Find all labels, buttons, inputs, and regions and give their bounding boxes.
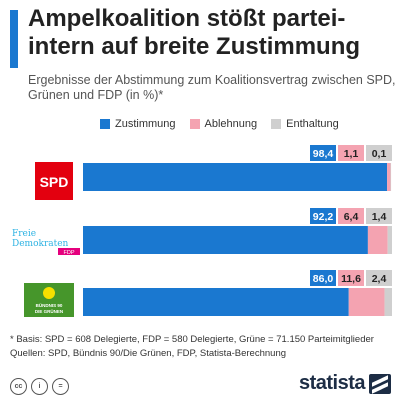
value-label-fdp-ablehnung: 6,4 bbox=[344, 211, 359, 223]
chart-subtitle: Ergebnisse der Abstimmung zum Koalitions… bbox=[28, 73, 396, 102]
value-label-fdp-zustimmung: 92,2 bbox=[313, 211, 334, 223]
bar-gruene-ablehnung bbox=[348, 288, 385, 316]
title-accent-bar bbox=[10, 10, 18, 68]
no-derivatives-icon[interactable]: = bbox=[52, 378, 69, 395]
value-label-bg-gruene-zustimmung bbox=[310, 270, 336, 286]
fdp-logo-line1: Freie bbox=[12, 229, 36, 239]
value-label-gruene-zustimmung: 86,0 bbox=[313, 273, 334, 285]
gruene-logo: BÜNDNIS 90 DIE GRÜNEN bbox=[24, 283, 74, 317]
value-label-bg-spd-zustimmung bbox=[310, 145, 336, 161]
bar-gruene-zustimmung bbox=[83, 288, 349, 316]
value-label-spd-enthaltung: 0,1 bbox=[372, 148, 387, 160]
legend-item-ablehnung: Ablehnung bbox=[189, 118, 258, 130]
value-label-gruene-ablehnung: 11,6 bbox=[341, 273, 361, 285]
value-label-gruene-enthaltung: 2,4 bbox=[372, 273, 387, 285]
statista-wordmark: statista bbox=[298, 372, 366, 394]
fdp-logo-line3: FDP bbox=[64, 250, 75, 256]
value-label-bg-fdp-enthaltung bbox=[366, 208, 392, 224]
fdp-logo: Freie Demokraten FDP bbox=[12, 229, 80, 256]
attribution-icon[interactable]: i bbox=[31, 378, 48, 395]
sunflower-icon bbox=[43, 287, 55, 299]
legend: Zustimmung Ablehnung Enthaltung bbox=[100, 118, 339, 130]
creative-commons-icon[interactable]: cc bbox=[10, 378, 27, 395]
value-label-bg-gruene-enthaltung bbox=[366, 270, 392, 286]
bar-spd-zustimmung bbox=[83, 163, 388, 191]
legend-swatch-ablehnung bbox=[189, 119, 200, 129]
bar-spd-enthaltung bbox=[390, 163, 392, 191]
bar-fdp-ablehnung bbox=[367, 226, 388, 254]
gruene-logo-line2: DIE GRÜNEN bbox=[35, 308, 63, 314]
bar-fdp-zustimmung bbox=[83, 226, 368, 254]
legend-item-zustimmung: Zustimmung bbox=[100, 118, 176, 130]
stacked-bar-chart: SPD Freie Demokraten FDP BÜNDNIS 90 DIE … bbox=[12, 145, 392, 317]
value-label-bg-gruene-ablehnung bbox=[338, 270, 364, 286]
bar-spd-ablehnung bbox=[387, 163, 391, 191]
legend-label-ablehnung: Ablehnung bbox=[204, 118, 258, 130]
value-label-bg-spd-ablehnung bbox=[338, 145, 364, 161]
fdp-logo-line2: Demokraten bbox=[12, 239, 69, 249]
sources-note: Quellen: SPD, Bündnis 90/Die Grünen, FDP… bbox=[10, 348, 287, 359]
statista-mark-icon bbox=[369, 373, 391, 394]
spd-logo: SPD bbox=[35, 162, 73, 200]
statista-logo[interactable]: statista bbox=[299, 372, 391, 395]
legend-label-zustimmung: Zustimmung bbox=[115, 118, 176, 130]
legend-item-enthaltung: Enthaltung bbox=[271, 118, 339, 130]
license-icons: cc i = bbox=[10, 378, 69, 395]
value-label-fdp-enthaltung: 1,4 bbox=[372, 211, 387, 223]
value-label-bg-spd-enthaltung bbox=[366, 145, 392, 161]
spd-logo-text: SPD bbox=[40, 174, 69, 190]
gruene-logo-line1: BÜNDNIS 90 bbox=[36, 302, 63, 308]
chart-title: Ampelkoalition stößt partei-intern auf b… bbox=[28, 5, 361, 60]
value-label-bg-fdp-ablehnung bbox=[338, 208, 364, 224]
bars-group: 98,4 1,1 0,1 92,2 6,4 1,4 86,0 11,6 2,4 bbox=[83, 145, 392, 316]
value-label-spd-ablehnung: 1,1 bbox=[344, 148, 359, 160]
legend-swatch-zustimmung bbox=[100, 119, 110, 129]
fdp-logo-bar bbox=[58, 248, 80, 255]
legend-label-enthaltung: Enthaltung bbox=[286, 118, 339, 130]
bar-gruene-enthaltung bbox=[384, 288, 392, 316]
value-label-spd-zustimmung: 98,4 bbox=[313, 148, 334, 160]
legend-swatch-enthaltung bbox=[271, 119, 282, 129]
spd-logo-bg bbox=[35, 162, 73, 200]
base-note: * Basis: SPD = 608 Delegierte, FDP = 580… bbox=[10, 334, 374, 345]
value-label-bg-fdp-zustimmung bbox=[310, 208, 336, 224]
footnote: * Basis: SPD = 608 Delegierte, FDP = 580… bbox=[10, 333, 402, 361]
bar-fdp-enthaltung bbox=[387, 226, 392, 254]
